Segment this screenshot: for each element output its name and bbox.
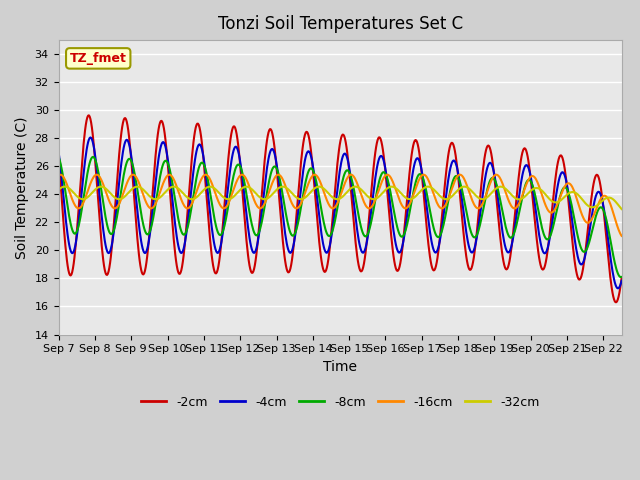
Title: Tonzi Soil Temperatures Set C: Tonzi Soil Temperatures Set C <box>218 15 463 33</box>
Y-axis label: Soil Temperature (C): Soil Temperature (C) <box>15 116 29 259</box>
Text: TZ_fmet: TZ_fmet <box>70 52 127 65</box>
Legend: -2cm, -4cm, -8cm, -16cm, -32cm: -2cm, -4cm, -8cm, -16cm, -32cm <box>136 391 544 414</box>
X-axis label: Time: Time <box>323 360 357 374</box>
